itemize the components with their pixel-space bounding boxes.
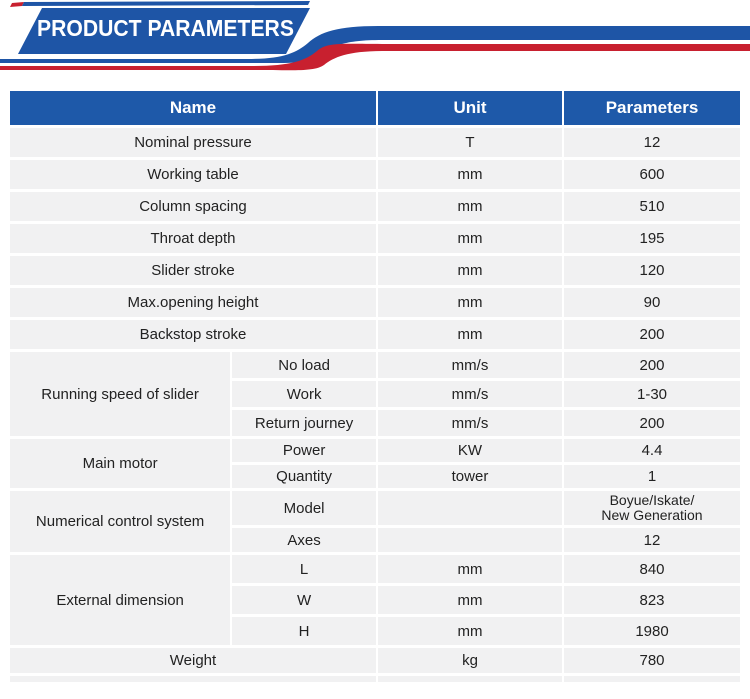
- unit-cell: mm/s: [377, 381, 562, 407]
- value-cell: 600: [564, 160, 740, 189]
- sub-name-cell: L: [232, 555, 376, 583]
- value-cell: 200: [564, 320, 740, 349]
- product-parameters-table: Name Unit Parameters Nominal pressure T …: [8, 88, 742, 685]
- banner: PRODUCT PARAMETERS: [0, 0, 750, 88]
- unit-cell: mm: [377, 617, 562, 645]
- banner-swoosh-graphic: [0, 1, 750, 71]
- value-cell: 12: [564, 528, 740, 552]
- sub-name-cell: W: [232, 586, 376, 614]
- sub-name-cell: Return journey: [232, 410, 376, 436]
- unit-cell: KW: [377, 439, 562, 462]
- table-row: Axes 12: [10, 528, 740, 552]
- table-row: Throat depth mm 195: [10, 224, 740, 253]
- param-name-cell: [10, 676, 376, 682]
- unit-cell: mm: [377, 555, 562, 583]
- unit-cell: [377, 528, 562, 552]
- table-row: Column spacing mm 510: [10, 192, 740, 221]
- table-row: Running speed of slider No load mm/s 200: [10, 352, 740, 436]
- param-name-cell: Column spacing: [10, 192, 376, 221]
- column-header-unit: Unit: [377, 91, 562, 125]
- value-cell: 510: [564, 192, 740, 221]
- unit-cell: mm: [377, 320, 562, 349]
- table-row-partial: [10, 676, 740, 682]
- banner-title: PRODUCT PARAMETERS: [37, 15, 294, 41]
- param-name-cell: Backstop stroke: [10, 320, 376, 349]
- table-row: Max.opening height mm 90: [10, 288, 740, 317]
- table-row: W mm 823: [10, 586, 740, 614]
- param-name-cell: Nominal pressure: [10, 128, 376, 157]
- table-row: External dimension L mm 840: [10, 555, 740, 645]
- unit-cell: mm: [377, 256, 562, 285]
- value-cell: 823: [564, 586, 740, 614]
- unit-cell: [377, 676, 562, 682]
- sub-name-cell: Work: [232, 381, 376, 407]
- param-name-cell: Weight: [10, 648, 376, 673]
- sub-name-cell: No load: [232, 352, 376, 378]
- group-name-cell: Numerical control system: [10, 491, 231, 552]
- table-row: Weight kg 780: [10, 648, 740, 673]
- param-name-cell: Slider stroke: [10, 256, 376, 285]
- table-row: Main motor Power KW 4.4: [10, 439, 740, 488]
- value-cell: 195: [564, 224, 740, 253]
- table-row: Slider stroke mm 120: [10, 256, 740, 285]
- value-cell: [564, 676, 740, 682]
- unit-cell: mm/s: [377, 352, 562, 378]
- sub-name-cell: Axes: [232, 528, 376, 552]
- table-row: Work mm/s 1-30: [10, 381, 740, 407]
- unit-cell: tower: [377, 465, 562, 488]
- value-cell: 12: [564, 128, 740, 157]
- value-cell: 780: [564, 648, 740, 673]
- table-row: Nominal pressure T 12: [10, 128, 740, 157]
- value-cell: Boyue/Iskate/ New Generation: [564, 491, 740, 525]
- param-name-cell: Working table: [10, 160, 376, 189]
- sub-name-cell: Quantity: [232, 465, 376, 488]
- table-header-row: Name Unit Parameters: [10, 91, 740, 125]
- sub-name-cell: Model: [232, 491, 376, 525]
- value-cell: 840: [564, 555, 740, 583]
- unit-cell: T: [377, 128, 562, 157]
- table-row: Numerical control system Model Boyue/Isk…: [10, 491, 740, 552]
- table-row: Working table mm 600: [10, 160, 740, 189]
- top-accent-red: [10, 2, 24, 7]
- unit-cell: mm: [377, 192, 562, 221]
- unit-cell: mm/s: [377, 410, 562, 436]
- unit-cell: [377, 491, 562, 525]
- group-name-cell: Main motor: [10, 439, 231, 488]
- value-cell: 120: [564, 256, 740, 285]
- table-row: H mm 1980: [10, 617, 740, 645]
- value-cell: 1980: [564, 617, 740, 645]
- red-ribbon: [0, 43, 750, 71]
- param-name-cell: Throat depth: [10, 224, 376, 253]
- value-cell: 200: [564, 410, 740, 436]
- sub-name-cell: H: [232, 617, 376, 645]
- table-row: Backstop stroke mm 200: [10, 320, 740, 349]
- unit-cell: kg: [377, 648, 562, 673]
- value-cell: 1: [564, 465, 740, 488]
- param-name-cell: Max.opening height: [10, 288, 376, 317]
- table-row: Return journey mm/s 200: [10, 410, 740, 436]
- value-cell: 4.4: [564, 439, 740, 462]
- unit-cell: mm: [377, 224, 562, 253]
- table-row: Quantity tower 1: [10, 465, 740, 488]
- column-header-parameters: Parameters: [564, 91, 740, 125]
- column-header-name: Name: [10, 91, 376, 125]
- sub-name-cell: Power: [232, 439, 376, 462]
- value-cell: 200: [564, 352, 740, 378]
- top-accent-blue: [22, 1, 310, 6]
- value-cell: 1-30: [564, 381, 740, 407]
- title-plate: [18, 8, 310, 54]
- blue-ribbon: [0, 26, 750, 64]
- group-name-cell: Running speed of slider: [10, 352, 231, 436]
- group-name-cell: External dimension: [10, 555, 231, 645]
- unit-cell: mm: [377, 288, 562, 317]
- value-cell: 90: [564, 288, 740, 317]
- unit-cell: mm: [377, 160, 562, 189]
- unit-cell: mm: [377, 586, 562, 614]
